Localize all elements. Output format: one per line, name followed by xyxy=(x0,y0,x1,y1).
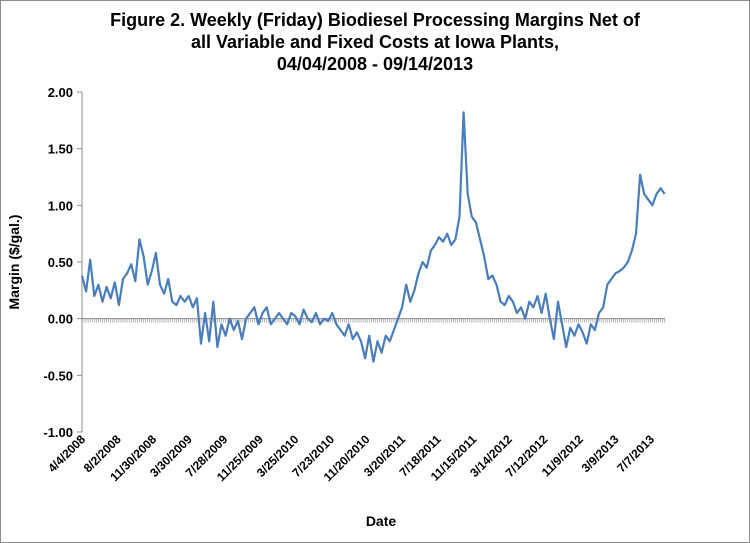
y-tick-label: 1.00 xyxy=(48,198,73,213)
y-tick-label: 2.00 xyxy=(48,85,73,100)
x-axis-label: Date xyxy=(366,513,397,529)
x-tick-label: 7/7/2013 xyxy=(614,432,657,475)
y-tick-label: -1.00 xyxy=(43,425,73,440)
series-layer xyxy=(80,111,666,363)
y-axis: -1.00 -0.50 0.00 0.50 1.00 1.50 2.00 xyxy=(43,85,83,440)
y-tick-label: 1.50 xyxy=(48,142,73,157)
y-tick-label: 0.00 xyxy=(48,312,73,327)
chart-title-line-2: all Variable and Fixed Costs at Iowa Pla… xyxy=(190,32,560,52)
chart-title-line-3: 04/04/2008 - 09/14/2013 xyxy=(276,54,474,74)
series-line xyxy=(80,111,666,363)
y-tick-label: -0.50 xyxy=(43,368,73,383)
chart-title: Figure 2. Weekly (Friday) Biodiesel Proc… xyxy=(0,9,750,75)
x-tick-label: 3/9/2013 xyxy=(579,432,622,475)
chart-title-line-1: Figure 2. Weekly (Friday) Biodiesel Proc… xyxy=(110,10,640,30)
y-axis-label: Margin ($/gal.) xyxy=(6,215,22,310)
x-axis: 4/4/20088/2/200811/30/20083/30/20097/28/… xyxy=(45,318,666,484)
y-tick-label: 0.50 xyxy=(48,255,73,270)
